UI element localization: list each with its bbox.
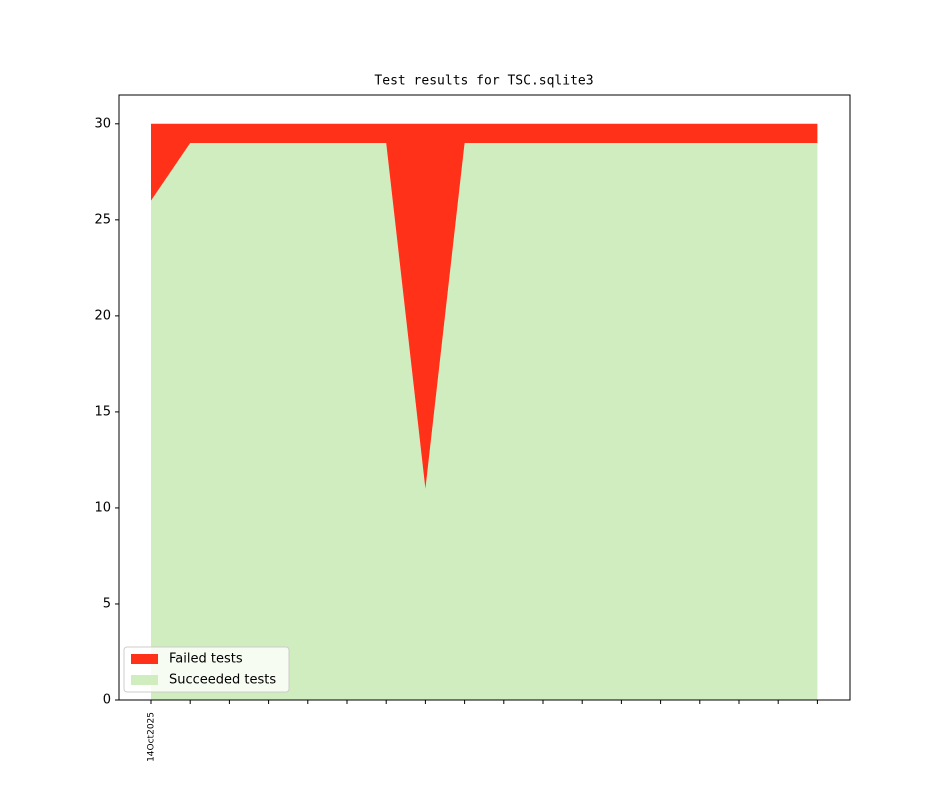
legend-swatch [131, 675, 158, 685]
y-tick-label: 20 [94, 308, 111, 323]
plot-frame [118, 94, 851, 701]
legend: Failed tests Succeeded tests [123, 646, 290, 693]
y-tick-label: 30 [94, 116, 111, 131]
y-tick-label: 15 [94, 404, 111, 419]
legend-swatch [131, 654, 158, 664]
legend-label: Failed tests [169, 652, 243, 667]
y-tick-label: 0 [103, 693, 111, 708]
legend-frame [123, 646, 290, 693]
y-tick-label: 10 [94, 500, 111, 515]
x-tick-label: 14Oct2025 [147, 712, 157, 762]
y-tick-label: 5 [103, 596, 111, 611]
legend-label: Succeeded tests [169, 673, 276, 688]
y-tick-label: 25 [94, 212, 111, 227]
area [151, 143, 818, 700]
chart-title: Test results for TSC.sqlite3 [374, 74, 593, 89]
